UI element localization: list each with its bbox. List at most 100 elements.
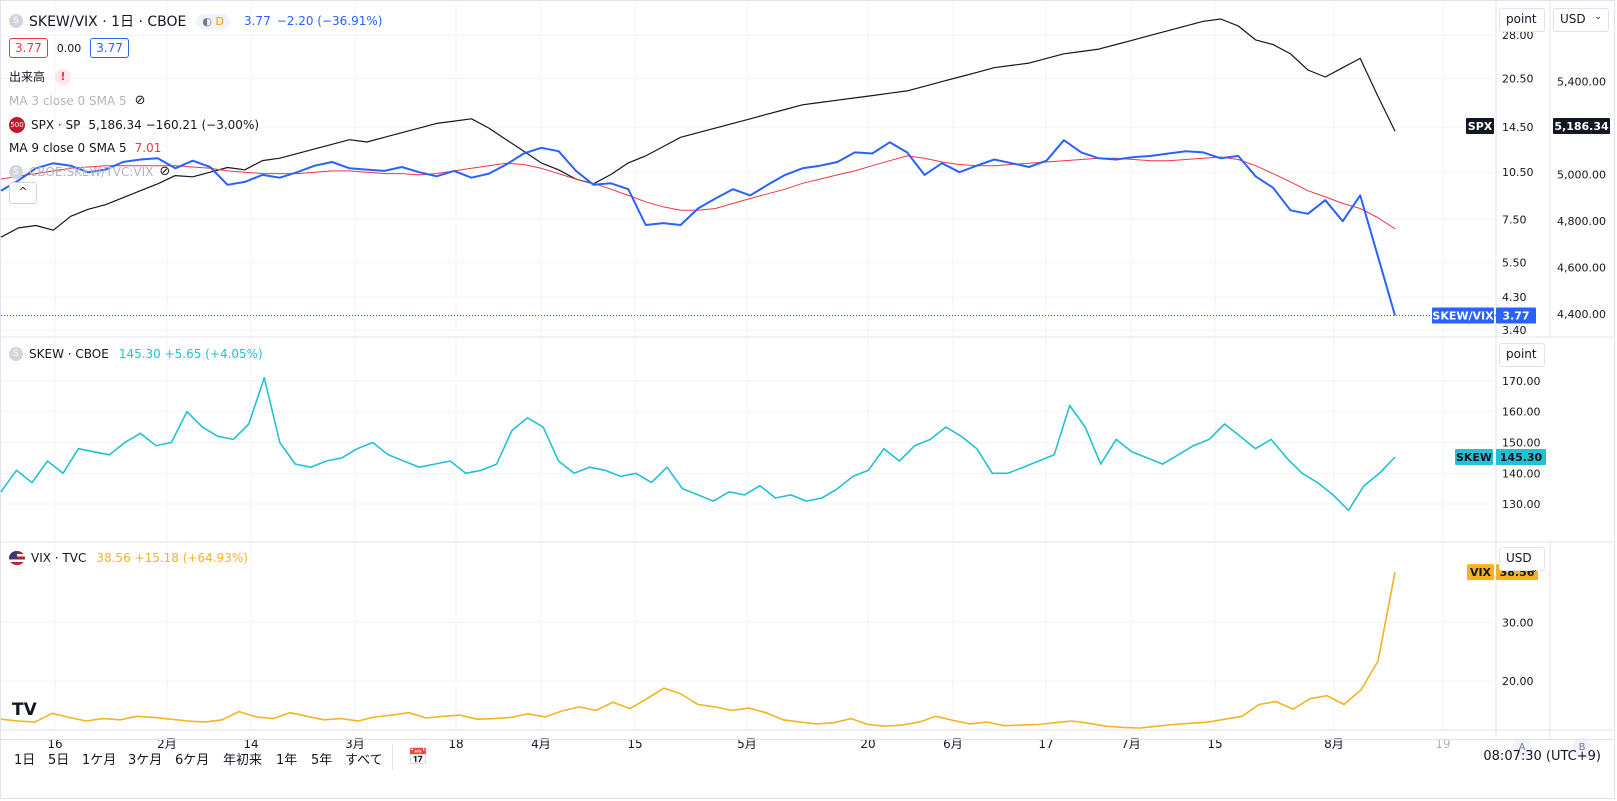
- timeframe-ytd[interactable]: 年初来: [223, 753, 263, 768]
- volume-row: 出来高 !: [9, 68, 72, 85]
- spx-price-tag-bg: [1553, 118, 1610, 134]
- skew-values: 145.30 +5.65 (+4.05%): [118, 347, 263, 361]
- scale-b-button[interactable]: B: [1572, 738, 1592, 758]
- spx-tick-label: 4,800.00: [1557, 215, 1606, 228]
- spx-tick-label: 5,000.00: [1557, 168, 1606, 181]
- ask-box[interactable]: 3.77: [90, 38, 129, 58]
- tradingview-logo[interactable]: TV: [12, 700, 37, 720]
- unit-point-button[interactable]: point: [1499, 8, 1545, 32]
- x-tick-label: 5月: [737, 737, 757, 751]
- skew-price-tag-bg: [1496, 448, 1546, 465]
- x-tick-label: 20: [860, 737, 875, 751]
- x-tick-label: 3月: [345, 737, 365, 751]
- spx-name-tag-bg: [1466, 118, 1494, 134]
- timeframe-3m[interactable]: 3ケ月: [128, 753, 163, 768]
- currency-usd-button[interactable]: USD ⌄: [1499, 547, 1545, 575]
- skew-title[interactable]: SKEW · CBOE: [29, 347, 109, 361]
- currency-usd-button[interactable]: USD ⌄: [1553, 8, 1609, 32]
- x-tick-label: 6月: [943, 737, 963, 751]
- currency-label: USD: [1560, 12, 1586, 26]
- main-symbol-title[interactable]: SKEW/VIX · 1日 · CBOE: [29, 14, 187, 30]
- vix-title[interactable]: VIX · TVC: [31, 551, 87, 565]
- timeframe-1y[interactable]: 1年: [276, 753, 298, 768]
- spx-price-tag: 5,186.34: [1554, 120, 1609, 133]
- ma9-value: 7.01: [134, 141, 162, 155]
- main-last-value: 3.77: [243, 14, 271, 28]
- vix-name-tag: VIX: [1470, 566, 1492, 579]
- scale-a-button[interactable]: A: [1512, 738, 1532, 758]
- spx-icon: 500: [9, 117, 25, 133]
- vix-name-tag-bg: [1467, 564, 1494, 581]
- spx-tick-label: 4,600.00: [1557, 261, 1606, 274]
- series-layer: [0, 18, 1396, 729]
- spread-value: 0.00: [56, 41, 82, 55]
- y-tick-label: 150.00: [1502, 437, 1541, 450]
- spx-line: [0, 18, 1396, 238]
- timeframe-6m[interactable]: 6ケ月: [175, 753, 210, 768]
- main-legend: S SKEW/VIX · 1日 · CBOE ◐ D 3.77 −2.20 (−…: [9, 11, 382, 31]
- y-tick-label: 10.50: [1502, 166, 1534, 179]
- gridlines: [1, 1, 1496, 730]
- x-tick-label: 14: [243, 737, 258, 751]
- ma3-label[interactable]: MA 3 close 0 SMA 5: [9, 93, 127, 108]
- chevron-down-icon: ⌄: [1594, 12, 1602, 22]
- y-tick-label: 5.50: [1502, 257, 1527, 270]
- pill-icon[interactable]: ◐ D: [196, 13, 230, 29]
- axis-labels: 16 2月 14 3月 18 4月 15 5月 20 6月 17 7月 15 8月 19 28.00 20.50…: [47, 29, 1606, 751]
- vix-line: [0, 572, 1396, 729]
- x-tick-label: 15: [1207, 737, 1222, 751]
- overlay-symbol-icon: S: [9, 164, 23, 179]
- eye-crossed-icon[interactable]: ⊘: [159, 164, 171, 179]
- overlay-label[interactable]: CBOE:SKEW/TVC:VIX: [29, 164, 154, 179]
- ma9-row: MA 9 close 0 SMA 5 7.01: [9, 141, 161, 155]
- vix-legend: VIX · TVC 38.56 +15.18 (+64.93%): [9, 551, 248, 565]
- timeframe-5d[interactable]: 5日: [48, 753, 70, 768]
- skew-vix-line: [0, 139, 1396, 316]
- y-tick-label: 140.00: [1502, 467, 1541, 480]
- x-tick-label: 18: [448, 737, 463, 751]
- y-tick-label: 130.00: [1502, 498, 1541, 511]
- spx-label[interactable]: SPX · SP: [31, 118, 81, 132]
- symbol-icon: S: [9, 14, 23, 28]
- divider: [392, 744, 393, 770]
- currency-label: USD: [1506, 551, 1532, 565]
- clock-timezone[interactable]: 08:07:30 (UTC+9): [1483, 749, 1601, 764]
- timeframe-1m[interactable]: 1ケ月: [82, 753, 117, 768]
- ma9-label[interactable]: MA 9 close 0 SMA 5: [9, 141, 127, 155]
- spx-name-tag: SPX: [1468, 120, 1493, 133]
- chevron-down-icon: ⌄: [1530, 565, 1538, 575]
- overlay-row: S CBOE:SKEW/TVC:VIX ⊘: [9, 164, 170, 179]
- x-tick-label: 19: [1435, 737, 1450, 751]
- x-tick-label: 7月: [1121, 737, 1141, 751]
- x-tick-label: 4月: [531, 737, 551, 751]
- bid-box[interactable]: 3.77: [9, 38, 48, 58]
- x-tick-label: 2月: [157, 737, 177, 751]
- timeframe-all[interactable]: すべて: [345, 753, 383, 768]
- spx-values: 5,186.34 −160.21 (−3.00%): [88, 118, 260, 132]
- y-tick-label: 30.00: [1502, 616, 1534, 629]
- skew-vix-price-tag-bg: [1496, 307, 1536, 324]
- timeframe-5y[interactable]: 5年: [311, 753, 333, 768]
- warning-icon[interactable]: !: [55, 68, 72, 85]
- x-tick-label: 8月: [1324, 737, 1344, 751]
- x-tick-label: 16: [47, 737, 62, 751]
- y-tick-label: 170.00: [1502, 375, 1541, 388]
- symbol-icon: S: [9, 347, 23, 361]
- us-flag-icon: [9, 551, 25, 565]
- timeframe-1d[interactable]: 1日: [14, 753, 36, 768]
- volume-label[interactable]: 出来高: [9, 70, 46, 84]
- collapse-legend-button[interactable]: ^: [9, 182, 37, 204]
- y-tick-label: 3.40: [1502, 324, 1527, 337]
- bid-ask-row: 3.77 0.00 3.77: [9, 38, 129, 58]
- skew-name-tag: SKEW: [1456, 451, 1492, 464]
- x-tick-label: 15: [627, 737, 642, 751]
- spx-tick-label: 4,400.00: [1557, 308, 1606, 321]
- skew-legend: S SKEW · CBOE 145.30 +5.65 (+4.05%): [9, 347, 263, 361]
- eye-crossed-icon[interactable]: ⊘: [134, 93, 146, 108]
- main-change-value: −2.20 (−36.91%): [276, 14, 383, 28]
- unit-point-button[interactable]: point: [1499, 343, 1545, 367]
- calendar-range-icon[interactable]: 📅: [408, 747, 428, 766]
- y-tick-label: 160.00: [1502, 406, 1541, 419]
